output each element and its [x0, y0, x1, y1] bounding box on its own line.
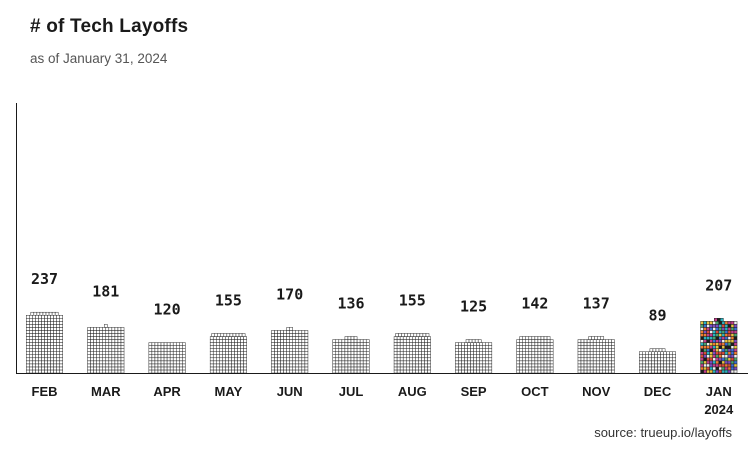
bar-dec [639, 348, 676, 374]
value-label: 237 [31, 270, 58, 288]
value-label: 89 [648, 307, 666, 325]
value-label: 137 [583, 295, 610, 313]
value-label: 142 [521, 295, 548, 313]
x-tick-label: NOV [582, 384, 611, 399]
bar-feb [26, 311, 63, 374]
bar-sep [455, 339, 493, 374]
x-tick-label: AUG [398, 384, 427, 399]
bar-aug [393, 333, 431, 374]
value-label: 170 [276, 285, 303, 303]
bar-oct [516, 336, 554, 374]
x-tick-label: APR [153, 384, 181, 399]
value-label: 181 [92, 282, 119, 300]
x-tick-label: JUN [277, 384, 303, 399]
x-tick-label: MAY [215, 384, 243, 399]
bar-jun [271, 327, 309, 374]
value-label: 125 [460, 298, 487, 316]
x-tick-label: MAR [91, 384, 121, 399]
x-tick-label: OCT [521, 384, 549, 399]
x-tick-label: 2024 [704, 402, 734, 417]
x-tick-label: DEC [644, 384, 672, 399]
x-tick-label: FEB [32, 384, 58, 399]
bar-mar [87, 324, 125, 374]
x-tick-label: JAN [706, 384, 732, 399]
value-label: 155 [215, 291, 242, 309]
value-label: 120 [154, 301, 181, 319]
value-label: 136 [337, 295, 364, 313]
bar-nov [577, 336, 615, 374]
chart-title: # of Tech Layoffs [30, 16, 189, 37]
x-tick-label: JUL [339, 384, 364, 399]
x-tick-label: SEP [461, 384, 487, 399]
source-note: source: trueup.io/layoffs [594, 425, 732, 440]
bar-jan-2024 [700, 318, 738, 374]
bar-apr [148, 342, 186, 374]
value-label: 155 [399, 291, 426, 309]
chart-subtitle: as of January 31, 2024 [30, 51, 168, 66]
bar-jul [332, 336, 370, 374]
bar-may [209, 333, 247, 374]
value-label: 207 [705, 276, 732, 294]
